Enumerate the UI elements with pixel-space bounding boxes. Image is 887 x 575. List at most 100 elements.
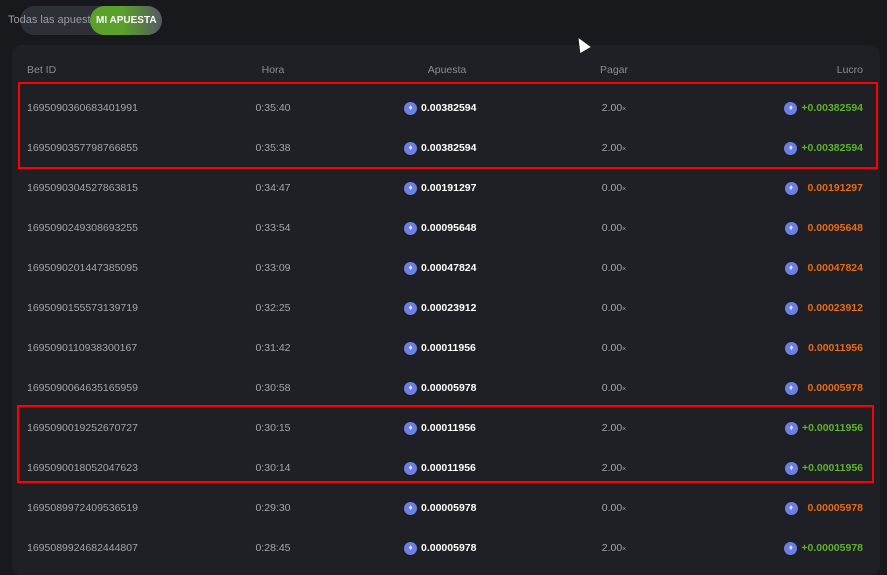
multiplier-suffix: × — [622, 546, 627, 553]
payout-value: 2.00 — [601, 462, 623, 474]
bet-amount: ♦ 0.00005978 — [404, 488, 476, 528]
table-row[interactable]: 1695090357798766855 0:35:38 ♦ 0.00382594 … — [12, 128, 880, 168]
bet-amount-value: 0.00095648 — [421, 222, 477, 234]
header-time: Hora — [261, 64, 285, 76]
header-payout: Pagar — [599, 64, 629, 76]
payout: 0.00× — [567, 168, 661, 210]
bet-time: 0:33:54 — [255, 222, 291, 234]
profit: ♦ +0.00382594 — [784, 128, 863, 168]
table-row[interactable]: 1695090201447385095 0:33:09 ♦ 0.00047824 … — [12, 248, 880, 288]
table-row[interactable]: 1695090304527863815 0:34:47 ♦ 0.00191297 … — [12, 168, 880, 208]
bet-id: 1695090201447385095 — [27, 262, 138, 274]
bet-id: 1695090304527863815 — [27, 182, 138, 194]
bet-id: 1695090019252670727 — [27, 422, 138, 434]
ethereum-icon: ♦ — [404, 501, 417, 515]
payout: 2.00× — [567, 88, 661, 130]
payout-value: 0.00 — [601, 262, 623, 274]
ethereum-icon: ♦ — [404, 541, 417, 555]
profit-value: +0.00382594 — [801, 142, 863, 154]
table-row[interactable]: 1695090064635165959 0:30:58 ♦ 0.00005978 … — [12, 368, 880, 408]
bet-amount-value: 0.00005978 — [421, 542, 477, 554]
ethereum-icon: ♦ — [404, 381, 417, 395]
bet-time: 0:30:14 — [255, 462, 291, 474]
my-bets-tab[interactable]: MI APUESTA — [90, 6, 162, 35]
profit-value: 0.00095648 — [807, 222, 863, 234]
ethereum-icon: ♦ — [404, 181, 417, 195]
payout-value: 2.00 — [601, 142, 623, 154]
ethereum-icon: ♦ — [784, 301, 798, 315]
ethereum-icon: ♦ — [784, 501, 798, 515]
payout: 0.00× — [567, 288, 661, 330]
ethereum-icon: ♦ — [404, 101, 417, 115]
profit: ♦ 0.00023912 — [784, 288, 863, 328]
bet-amount: ♦ 0.00005978 — [404, 528, 476, 568]
bet-amount: ♦ 0.00047824 — [404, 248, 476, 288]
multiplier-suffix: × — [622, 186, 627, 193]
profit: ♦ +0.00011956 — [784, 448, 863, 488]
profit: ♦ 0.00191297 — [784, 168, 863, 208]
bet-amount: ♦ 0.00011956 — [404, 408, 476, 448]
header-profit: Lucro — [836, 64, 863, 76]
bet-amount-value: 0.00191297 — [421, 182, 477, 194]
bet-time: 0:30:15 — [255, 422, 291, 434]
bet-time: 0:35:38 — [255, 142, 291, 154]
ethereum-icon: ♦ — [784, 381, 798, 395]
bet-time: 0:28:45 — [255, 542, 291, 554]
bet-time: 0:33:09 — [255, 262, 291, 274]
table-row[interactable]: 1695089972409536519 0:29:30 ♦ 0.00005978 … — [12, 488, 880, 528]
bet-amount-value: 0.00005978 — [421, 382, 477, 394]
all-bets-tab[interactable]: Todas las apuestas — [8, 14, 90, 26]
ethereum-icon: ♦ — [404, 261, 417, 275]
header-bet: Apuesta — [427, 64, 467, 76]
payout-value: 2.00 — [601, 102, 623, 114]
bet-filter-toggle[interactable]: Todas las apuestas MI APUESTA — [8, 6, 162, 35]
profit: ♦ 0.00005978 — [784, 368, 863, 408]
table-row[interactable]: 1695090018052047623 0:30:14 ♦ 0.00011956 … — [12, 448, 880, 488]
payout: 2.00× — [567, 448, 661, 490]
ethereum-icon: ♦ — [784, 261, 798, 275]
table-row[interactable]: 1695090110938300167 0:31:42 ♦ 0.00011956 … — [12, 328, 880, 368]
bet-time: 0:34:47 — [255, 182, 291, 194]
profit-value: 0.00005978 — [807, 502, 863, 514]
ethereum-icon: ♦ — [784, 541, 798, 555]
bet-id: 1695090110938300167 — [27, 342, 138, 354]
bet-amount-value: 0.00011956 — [421, 422, 476, 434]
table-row[interactable]: 1695090360683401991 0:35:40 ♦ 0.00382594 … — [12, 88, 880, 128]
ethereum-icon: ♦ — [404, 421, 417, 435]
profit: ♦ 0.00047824 — [784, 248, 863, 288]
bet-amount-value: 0.00011956 — [421, 462, 476, 474]
profit: ♦ 0.00095648 — [784, 208, 863, 248]
bet-amount: ♦ 0.00023912 — [404, 288, 476, 328]
table-row[interactable]: 1695090155573139719 0:32:25 ♦ 0.00023912 … — [12, 288, 880, 328]
profit: ♦ +0.00382594 — [784, 88, 863, 128]
table-row[interactable]: 1695090249308693255 0:33:54 ♦ 0.00095648 … — [12, 208, 880, 248]
bet-amount-value: 0.00382594 — [421, 142, 477, 154]
bet-amount: ♦ 0.00011956 — [404, 328, 476, 368]
bet-amount: ♦ 0.00382594 — [404, 88, 476, 128]
ethereum-icon: ♦ — [784, 181, 798, 195]
payout-value: 2.00 — [601, 542, 623, 554]
header-bet-id: Bet ID — [27, 64, 57, 76]
bet-time: 0:32:25 — [255, 302, 291, 314]
profit-value: 0.00023912 — [807, 302, 863, 314]
payout: 0.00× — [567, 208, 661, 250]
payout-value: 0.00 — [601, 302, 623, 314]
profit-value: 0.00005978 — [807, 382, 863, 394]
multiplier-suffix: × — [622, 346, 627, 353]
payout-value: 0.00 — [601, 382, 623, 394]
ethereum-icon: ♦ — [784, 141, 798, 155]
profit: ♦ +0.00005978 — [784, 528, 863, 568]
payout-value: 0.00 — [601, 502, 623, 514]
bet-amount-value: 0.00023912 — [421, 302, 477, 314]
table-row[interactable]: 1695090019252670727 0:30:15 ♦ 0.00011956 … — [12, 408, 880, 448]
ethereum-icon: ♦ — [404, 301, 417, 315]
bet-id: 1695090155573139719 — [27, 302, 138, 314]
bet-id: 1695090018052047623 — [27, 462, 138, 474]
table-row[interactable]: 1695089924682444807 0:28:45 ♦ 0.00005978 … — [12, 528, 880, 568]
bet-id: 1695090249308693255 — [27, 222, 138, 234]
bet-time: 0:31:42 — [255, 342, 291, 354]
bet-amount: ♦ 0.00095648 — [404, 208, 476, 248]
payout-value: 0.00 — [601, 182, 623, 194]
payout: 2.00× — [567, 528, 661, 570]
payout: 0.00× — [567, 488, 661, 530]
